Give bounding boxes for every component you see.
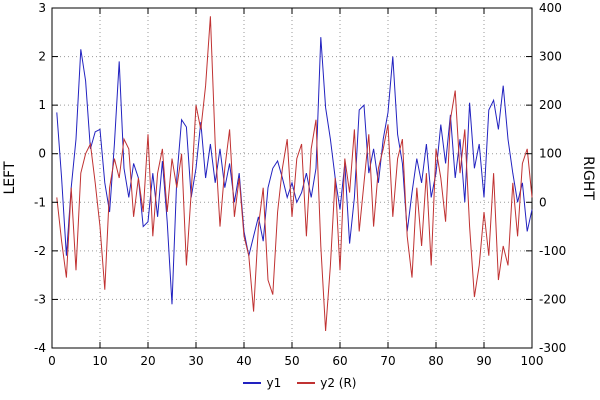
right-tick-label: 400 xyxy=(539,1,562,15)
x-tick-label: 20 xyxy=(140,354,155,368)
left-tick-label: -2 xyxy=(34,244,46,258)
legend-label-y2: y2 (R) xyxy=(320,376,357,390)
left-tick-label: -3 xyxy=(34,292,46,306)
right-tick-label: 200 xyxy=(539,98,562,112)
left-axis-title: LEFT xyxy=(2,161,18,195)
x-tick-label: 70 xyxy=(380,354,395,368)
series-line-y2-R- xyxy=(56,16,533,332)
left-tick-label: 0 xyxy=(38,147,46,161)
right-tick-label: -300 xyxy=(539,341,566,355)
left-tick-label: -4 xyxy=(34,341,46,355)
x-tick-label: 50 xyxy=(284,354,299,368)
left-tick-label: 3 xyxy=(38,1,46,15)
legend-label-y1: y1 xyxy=(266,376,282,390)
legend: y1 y2 (R) xyxy=(0,376,600,390)
x-tick-label: 90 xyxy=(476,354,491,368)
left-tick-label: 2 xyxy=(38,50,46,64)
x-tick-label: 10 xyxy=(92,354,107,368)
left-tick-label: -1 xyxy=(34,195,46,209)
x-tick-label: 0 xyxy=(48,354,56,368)
left-tick-label: 1 xyxy=(38,98,46,112)
right-axis-title: RIGHT xyxy=(580,156,596,200)
legend-item-y1: y1 xyxy=(243,376,281,390)
right-tick-label: 100 xyxy=(539,147,562,161)
x-tick-label: 30 xyxy=(188,354,203,368)
right-tick-label: 0 xyxy=(539,195,547,209)
x-tick-label: 40 xyxy=(236,354,251,368)
x-tick-label: 100 xyxy=(521,354,544,368)
right-tick-label: -100 xyxy=(539,244,566,258)
right-tick-label: 300 xyxy=(539,50,562,64)
legend-line-sample-y2 xyxy=(297,382,316,384)
right-tick-label: -200 xyxy=(539,292,566,306)
legend-line-sample-y1 xyxy=(243,382,262,384)
legend-item-y2: y2 (R) xyxy=(297,376,357,390)
x-tick-label: 60 xyxy=(332,354,347,368)
x-tick-label: 80 xyxy=(428,354,443,368)
